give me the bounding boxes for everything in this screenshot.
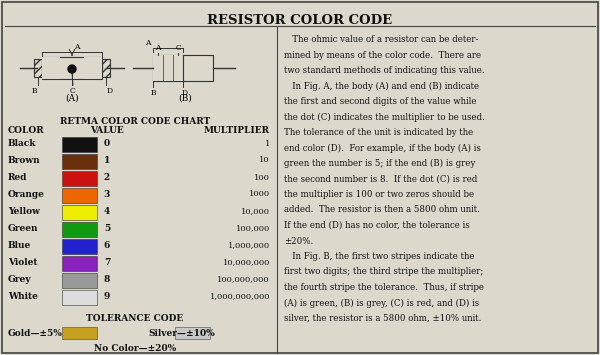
Text: 10,000,000: 10,000,000	[223, 258, 270, 267]
Text: 10: 10	[259, 157, 270, 164]
Bar	[62, 187, 97, 202]
Bar	[62, 137, 97, 152]
Text: 2: 2	[104, 173, 110, 182]
Text: 6: 6	[104, 241, 110, 250]
Text: silver, the resistor is a 5800 ohm, ±10% unit.: silver, the resistor is a 5800 ohm, ±10%…	[284, 314, 481, 323]
Text: Violet: Violet	[8, 258, 37, 267]
Text: A: A	[146, 39, 151, 47]
Text: 1000: 1000	[249, 191, 270, 198]
Text: COLOR: COLOR	[8, 126, 44, 135]
Text: White: White	[8, 292, 38, 301]
Text: 1: 1	[104, 156, 110, 165]
Text: 4: 4	[104, 207, 110, 216]
Text: B: B	[150, 89, 156, 97]
Text: 9: 9	[104, 292, 110, 301]
Text: RESISTOR COLOR CODE: RESISTOR COLOR CODE	[208, 14, 392, 27]
Text: In Fig. A, the body (A) and end (B) indicate: In Fig. A, the body (A) and end (B) indi…	[284, 82, 479, 91]
Text: TOLERANCE CODE: TOLERANCE CODE	[86, 314, 184, 323]
Circle shape	[68, 65, 76, 73]
Bar	[62, 239, 97, 253]
Text: end color (D).  For example, if the body (A) is: end color (D). For example, if the body …	[284, 143, 481, 153]
Bar	[163, 55, 173, 81]
Text: A: A	[74, 43, 79, 51]
Bar	[84, 57, 102, 79]
Text: B: B	[31, 87, 37, 95]
Bar	[62, 170, 97, 186]
Bar	[34, 59, 42, 77]
Text: Red: Red	[8, 173, 28, 182]
Text: 100,000: 100,000	[236, 224, 270, 233]
Text: If the end (D) has no color, the tolerance is: If the end (D) has no color, the toleran…	[284, 221, 470, 230]
Text: 1: 1	[265, 140, 270, 147]
Text: 0: 0	[104, 139, 110, 148]
Bar	[62, 222, 97, 236]
Text: 7: 7	[104, 258, 110, 267]
Bar	[42, 57, 60, 79]
Text: the first and second digits of the value while: the first and second digits of the value…	[284, 97, 476, 106]
Bar	[62, 273, 97, 288]
Text: green the number is 5; if the end (B) is grey: green the number is 5; if the end (B) is…	[284, 159, 475, 168]
Text: (A): (A)	[65, 94, 79, 103]
Text: The tolerance of the unit is indicated by the: The tolerance of the unit is indicated b…	[284, 128, 473, 137]
Text: the fourth stripe the tolerance.  Thus, if stripe: the fourth stripe the tolerance. Thus, i…	[284, 283, 484, 292]
Text: the multiplier is 100 or two zeros should be: the multiplier is 100 or two zeros shoul…	[284, 190, 474, 199]
Text: the second number is 8.  If the dot (C) is red: the second number is 8. If the dot (C) i…	[284, 175, 478, 184]
Text: 1,000,000: 1,000,000	[228, 241, 270, 250]
Text: ±20%.: ±20%.	[284, 236, 313, 246]
Text: The ohmic value of a resistor can be deter-: The ohmic value of a resistor can be det…	[284, 35, 478, 44]
Bar	[62, 153, 97, 169]
Text: 100,000,000: 100,000,000	[217, 275, 270, 284]
Bar	[153, 55, 213, 81]
Text: the dot (C) indicates the multiplier to be used.: the dot (C) indicates the multiplier to …	[284, 113, 485, 122]
Text: (B): (B)	[178, 94, 192, 103]
Text: 10,000: 10,000	[241, 208, 270, 215]
Bar	[62, 256, 97, 271]
Text: In Fig. B, the first two stripes indicate the: In Fig. B, the first two stripes indicat…	[284, 252, 475, 261]
Bar	[153, 55, 163, 81]
Text: C: C	[70, 87, 76, 95]
Text: Orange: Orange	[8, 190, 45, 199]
Text: added.  The resistor is then a 5800 ohm unit.: added. The resistor is then a 5800 ohm u…	[284, 206, 480, 214]
Text: Silver—±10%: Silver—±10%	[148, 328, 215, 338]
Text: Blue: Blue	[8, 241, 31, 250]
Bar	[175, 327, 210, 339]
Text: D: D	[182, 89, 188, 97]
Text: VALUE: VALUE	[90, 126, 124, 135]
Text: 1,000,000,000: 1,000,000,000	[209, 293, 270, 300]
Bar	[62, 289, 97, 305]
Bar	[173, 55, 183, 81]
Bar	[42, 57, 102, 79]
Bar	[102, 59, 110, 77]
Text: Black: Black	[8, 139, 37, 148]
Text: two standard methods of indicating this value.: two standard methods of indicating this …	[284, 66, 485, 75]
Text: Yellow: Yellow	[8, 207, 40, 216]
Text: C: C	[175, 44, 181, 52]
Text: (A) is green, (B) is grey, (C) is red, and (D) is: (A) is green, (B) is grey, (C) is red, a…	[284, 299, 479, 308]
Text: 3: 3	[104, 190, 110, 199]
Text: RETMA COLOR CODE CHART: RETMA COLOR CODE CHART	[60, 117, 210, 126]
Text: No Color—±20%: No Color—±20%	[94, 344, 176, 353]
Text: 8: 8	[104, 275, 110, 284]
Text: Grey: Grey	[8, 275, 32, 284]
Text: Gold—±5%: Gold—±5%	[8, 328, 63, 338]
Text: first two digits; the third stripe the multiplier;: first two digits; the third stripe the m…	[284, 268, 484, 277]
Bar	[62, 327, 97, 339]
Text: A: A	[155, 44, 161, 52]
Bar	[62, 204, 97, 219]
Text: Brown: Brown	[8, 156, 41, 165]
Text: Green: Green	[8, 224, 38, 233]
Text: mined by means of the color code.  There are: mined by means of the color code. There …	[284, 50, 481, 60]
Text: MULTIPLIER: MULTIPLIER	[204, 126, 270, 135]
Text: 5: 5	[104, 224, 110, 233]
Text: D: D	[107, 87, 113, 95]
Text: 100: 100	[254, 174, 270, 181]
